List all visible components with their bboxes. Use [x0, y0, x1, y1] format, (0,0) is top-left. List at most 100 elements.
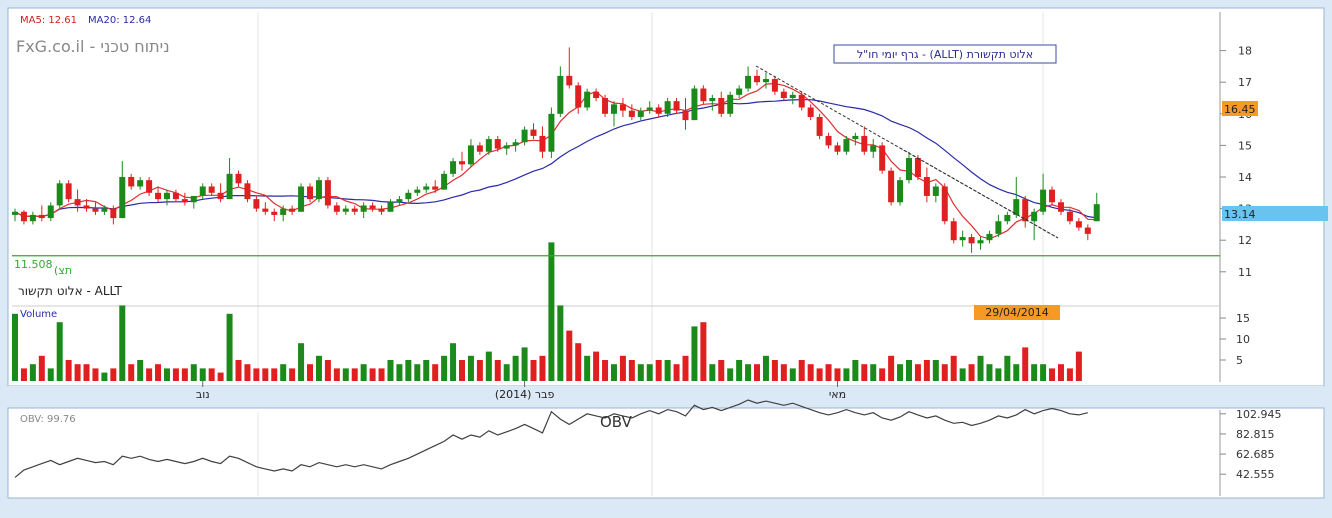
candle-down [1049, 189, 1056, 203]
volume-bar [512, 355, 519, 381]
volume-bar [146, 368, 153, 381]
volume-bar [1049, 368, 1056, 381]
candle-up [762, 79, 769, 83]
candle-up [137, 180, 144, 187]
candle-down [771, 79, 778, 92]
obv-tick-label: 42.555 [1236, 468, 1275, 481]
volume-tick-label: 5 [1236, 354, 1243, 367]
candle-down [628, 110, 635, 117]
volume-bar [315, 355, 322, 381]
candle-down [539, 135, 546, 152]
candle-up [557, 75, 564, 114]
volume-bar [557, 305, 564, 381]
volume-bar [771, 360, 778, 381]
volume-label: Volume [20, 309, 57, 320]
candle-down [602, 98, 609, 114]
volume-bar [217, 372, 224, 381]
candle-up [450, 161, 457, 174]
candle-up [637, 110, 644, 117]
obv-tick-label: 82.815 [1236, 428, 1275, 441]
volume-bar [83, 364, 90, 381]
volume-bar [1004, 355, 1011, 381]
candle-up [315, 180, 322, 200]
volume-bar [432, 364, 439, 381]
candle-up [1031, 211, 1038, 222]
volume-bar [405, 360, 412, 381]
candle-up [548, 113, 555, 152]
candle-down [369, 205, 376, 209]
volume-bar [38, 355, 45, 381]
candle-down [83, 205, 90, 209]
candle-up [56, 183, 63, 206]
volume-bar [280, 364, 287, 381]
candle-up [298, 186, 305, 212]
last-price-badge-bg [1222, 101, 1258, 116]
volume-bar [593, 351, 600, 381]
volume-bar [181, 368, 188, 381]
candle-down [172, 192, 179, 200]
candle-up [467, 145, 474, 165]
volume-bar [271, 368, 278, 381]
candle-down [333, 205, 340, 212]
volume-bar [137, 360, 144, 381]
volume-bar [324, 360, 331, 381]
candle-down [834, 145, 841, 152]
candle-down [575, 85, 582, 108]
volume-bar [995, 368, 1002, 381]
candle-up [29, 214, 36, 222]
volume-bar [914, 364, 921, 381]
volume-bar [119, 305, 126, 381]
volume-bar [467, 355, 474, 381]
candle-down [950, 221, 957, 241]
volume-bar [888, 355, 895, 381]
volume-bar [414, 364, 421, 381]
volume-bar [307, 364, 314, 381]
candle-up [1093, 204, 1100, 222]
candle-down [324, 180, 331, 206]
volume-bar [360, 364, 367, 381]
candle-up [342, 208, 349, 212]
candle-up [512, 142, 519, 146]
site-label: FxG.co.il - ניתוח טכני [16, 37, 170, 56]
candle-down [235, 173, 242, 184]
price-tick-label: 11 [1238, 266, 1252, 279]
x-tick-label: מאי [829, 388, 846, 401]
candle-down [825, 135, 832, 146]
ma20-label: MA20: 12.64 [88, 15, 151, 26]
candle-up [360, 205, 367, 212]
candle-up [843, 139, 850, 152]
volume-bar [262, 368, 269, 381]
trend-line-upper [755, 65, 1059, 239]
candle-up [190, 195, 197, 203]
volume-bars [12, 242, 1082, 381]
volume-bar [253, 368, 260, 381]
candle-up [664, 101, 671, 114]
obv-tick-label: 102.945 [1236, 408, 1282, 421]
candle-up [101, 208, 108, 212]
volume-bar [163, 368, 170, 381]
candle-down [74, 199, 81, 206]
volume-bar [619, 355, 626, 381]
date-axis-band [8, 386, 1324, 408]
volume-bar [709, 364, 716, 381]
candle-up [199, 186, 206, 196]
candle-up [959, 237, 966, 241]
low-tag: (תצ [54, 264, 72, 277]
candle-down [673, 101, 680, 111]
volume-bar [20, 368, 27, 381]
obv-panel [7, 407, 1325, 499]
volume-bar [986, 364, 993, 381]
candle-down [476, 145, 483, 152]
volume-bar [843, 368, 850, 381]
candle-down [807, 107, 814, 117]
candle-down [530, 129, 537, 136]
volume-bar [1013, 364, 1020, 381]
candle-up [870, 145, 877, 152]
volume-bar [789, 368, 796, 381]
volume-bar [1075, 351, 1082, 381]
candle-down [923, 177, 930, 196]
candle-down [619, 104, 626, 111]
candle-down [968, 237, 975, 244]
candle-up [745, 75, 752, 89]
